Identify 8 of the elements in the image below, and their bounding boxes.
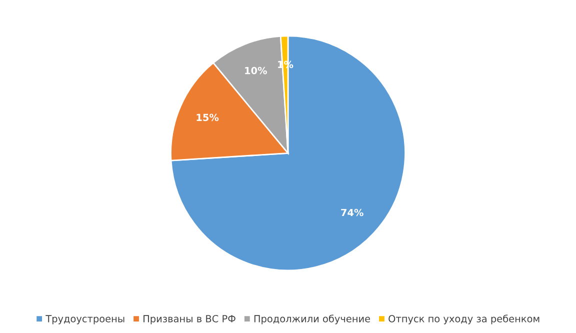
legend-label: Отпуск по уходу за ребенком	[388, 314, 540, 324]
pie-slice	[170, 35, 406, 272]
legend-label: Продолжили обучение	[254, 314, 370, 324]
data-label: 74%	[341, 208, 364, 216]
data-label: 15%	[196, 114, 219, 122]
data-label: 10%	[245, 66, 267, 74]
legend-label: Трудоустроены	[46, 315, 124, 324]
legend-label: Призваны в ВС РФ	[144, 315, 236, 324]
